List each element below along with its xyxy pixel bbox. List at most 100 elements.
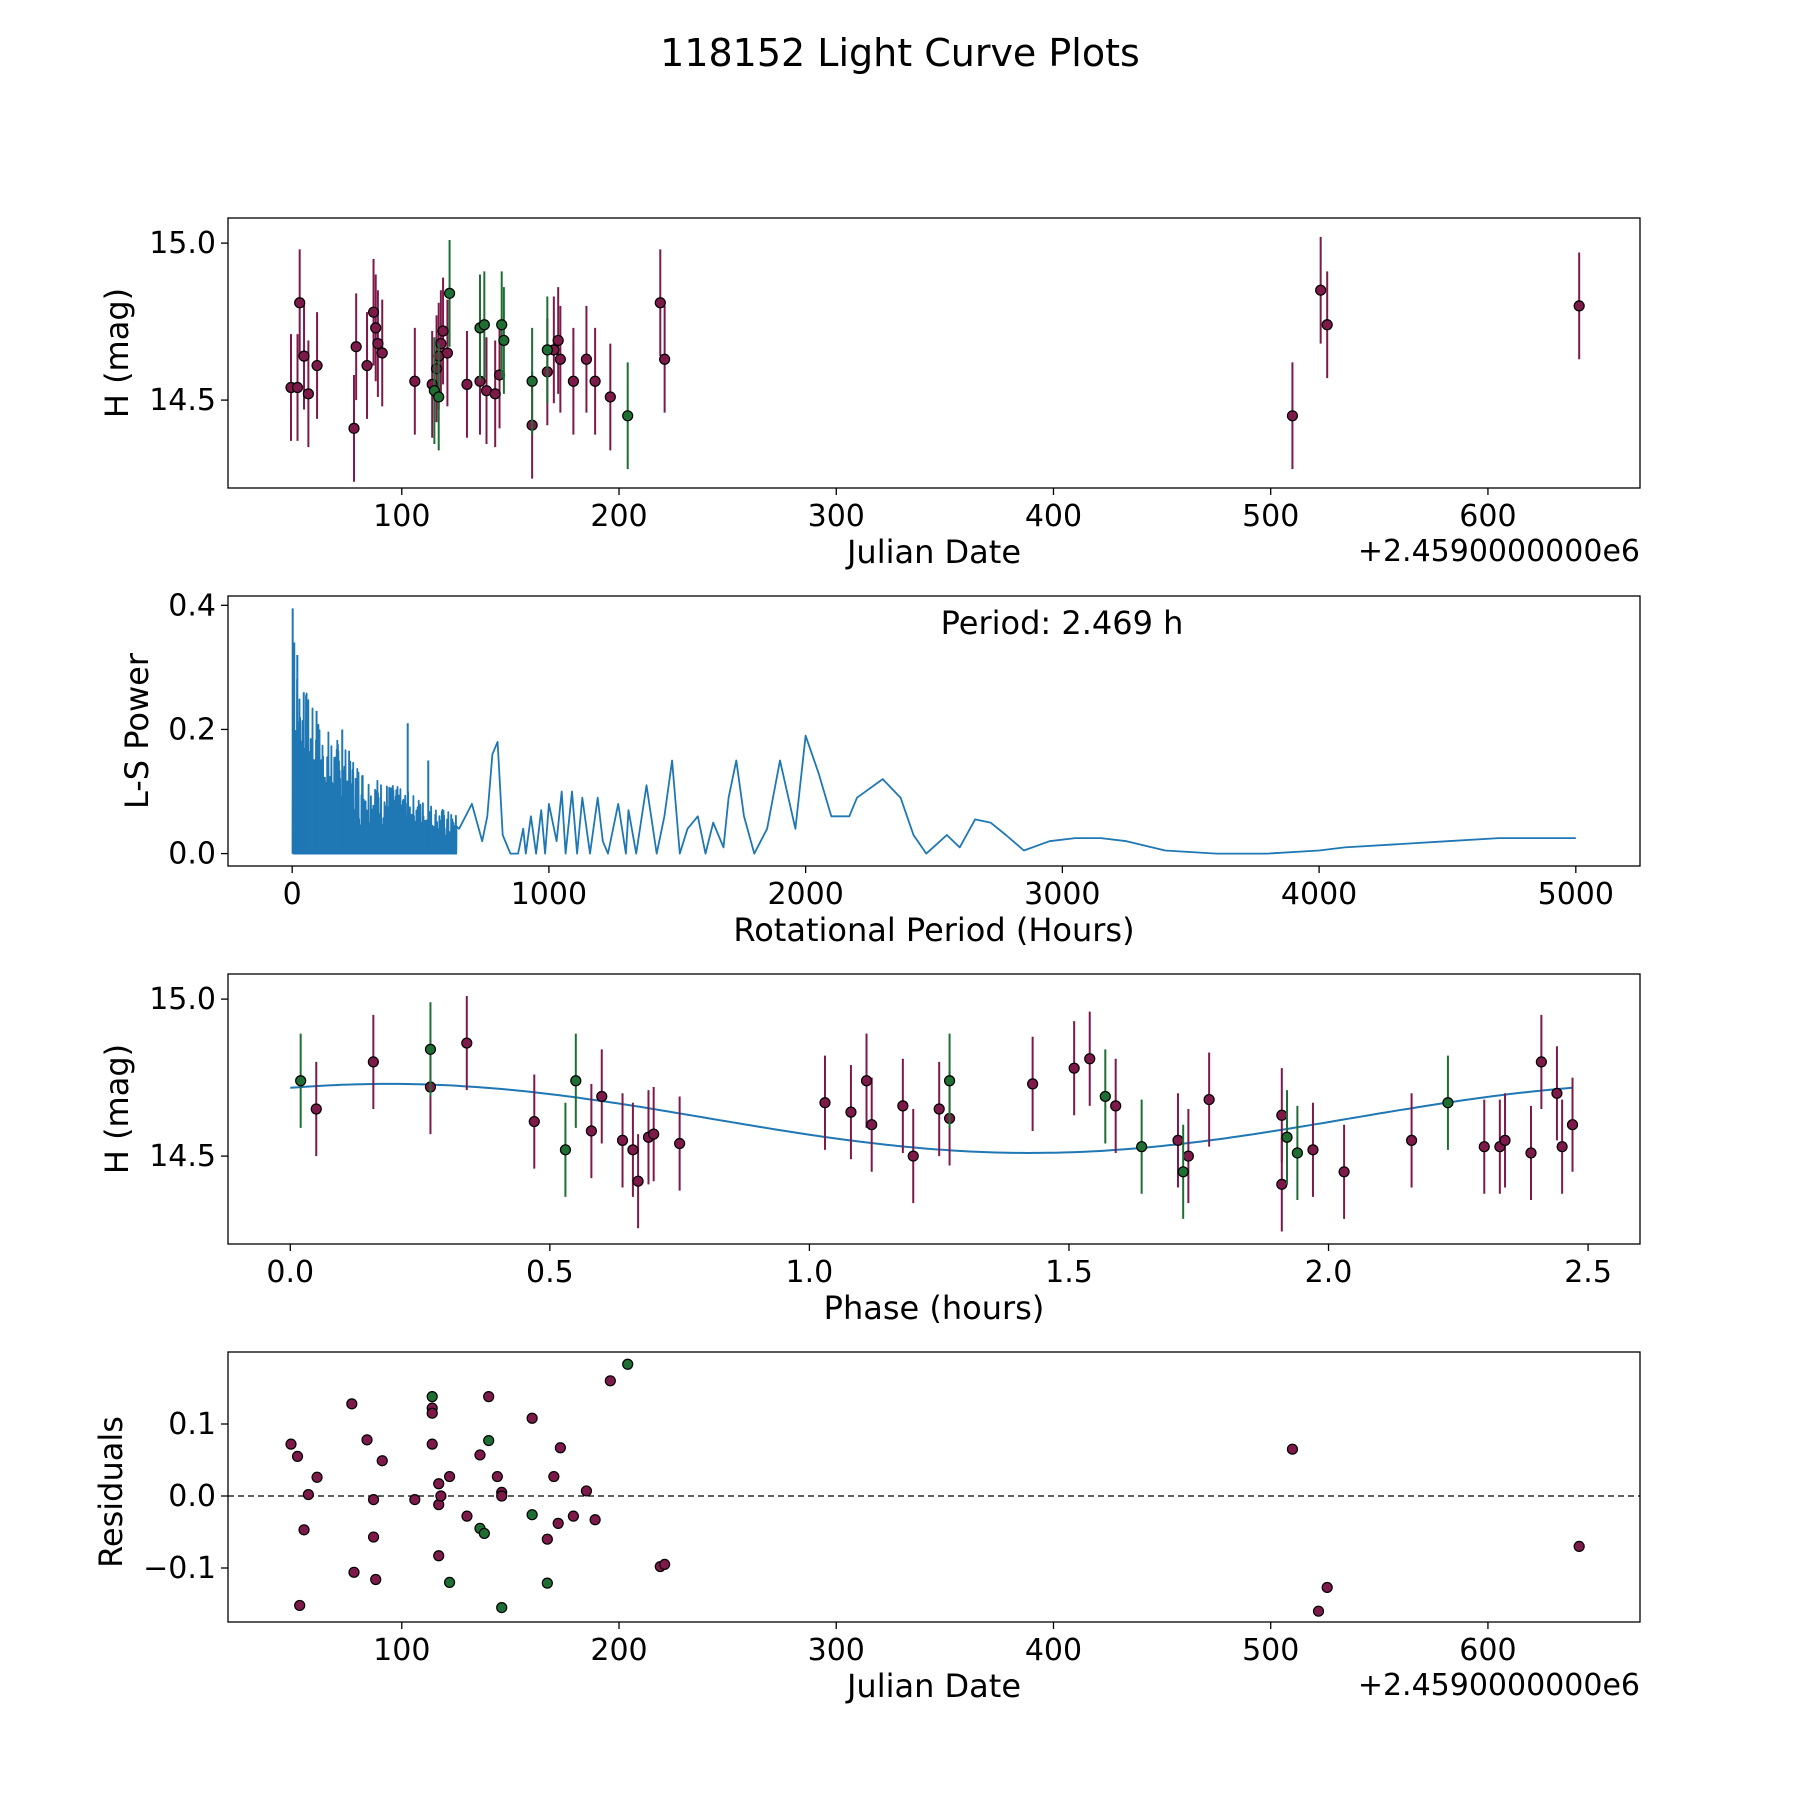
data-point <box>554 1442 566 1454</box>
data-point <box>1286 410 1299 422</box>
lightcurve-frame <box>227 217 1641 489</box>
lightcurve-offset-label: +2.4590000000e6 <box>1358 534 1640 569</box>
data-point <box>443 287 456 299</box>
data-point <box>616 1134 629 1146</box>
data-point <box>659 353 671 365</box>
x-tick-label: 5000 <box>1538 877 1614 912</box>
data-point <box>580 1485 593 1497</box>
data-point <box>435 337 447 350</box>
data-point <box>443 1576 456 1589</box>
data-point <box>933 1103 945 1115</box>
y-tick-label: 14.5 <box>149 383 216 418</box>
data-point <box>1110 1100 1122 1112</box>
data-point <box>461 378 473 390</box>
data-point <box>1291 1147 1303 1159</box>
data-point <box>1027 1078 1039 1090</box>
data-point <box>310 1103 322 1115</box>
data-point <box>567 1510 579 1522</box>
data-point <box>622 410 634 422</box>
period-annotation: Period: 2.469 h <box>941 604 1184 642</box>
data-point <box>526 1509 538 1521</box>
data-point <box>496 1490 508 1502</box>
fit-curve <box>290 1082 1573 1155</box>
data-point <box>866 1119 878 1131</box>
y-tick-label: 0.0 <box>168 1479 216 1514</box>
data-point <box>496 1601 508 1614</box>
data-point <box>528 1115 540 1128</box>
data-point <box>1312 1605 1325 1617</box>
data-point <box>622 1358 634 1370</box>
data-point <box>1525 1147 1537 1159</box>
data-point <box>541 1533 553 1545</box>
data-point <box>1499 1134 1511 1146</box>
data-point <box>433 1550 445 1562</box>
x-tick-label: 1.5 <box>1045 1255 1093 1290</box>
data-point <box>295 1075 307 1087</box>
lightcurve-xlabel: Julian Date <box>845 533 1021 571</box>
data-point <box>1276 1178 1288 1190</box>
y-tick-label: 0.4 <box>168 588 216 623</box>
periodogram-ylabel: L-S Power <box>118 652 156 809</box>
data-point <box>350 341 362 353</box>
data-point <box>674 1137 686 1150</box>
data-point <box>845 1106 857 1118</box>
data-point <box>819 1097 831 1109</box>
data-point <box>654 297 666 309</box>
phased-panel: 0.0 0.5 1.0 1.5 2.0 2.5 14.5 15.0 Phase (hours)… <box>98 973 1641 1327</box>
data-point <box>1573 300 1585 312</box>
residuals-xlabel: Julian Date <box>845 1667 1021 1705</box>
data-point <box>589 1514 601 1526</box>
lightcurve-ticks: 100 200 300 400 500 600 14.5 15.0 <box>149 226 1516 534</box>
data-point <box>461 1510 473 1522</box>
data-point <box>361 1434 373 1446</box>
x-tick-label: 0.0 <box>266 1255 314 1290</box>
data-point <box>498 334 510 347</box>
x-tick-label: 600 <box>1459 499 1516 534</box>
data-point <box>348 1566 360 1578</box>
data-point <box>433 391 445 403</box>
data-point <box>285 1438 297 1450</box>
y-tick-label: 14.5 <box>149 1139 216 1174</box>
data-point <box>1286 1443 1299 1455</box>
data-point <box>627 1144 639 1156</box>
lightcurve-ylabel: H (mag) <box>98 288 136 418</box>
data-point <box>1281 1131 1293 1143</box>
x-tick-label: 300 <box>808 1633 865 1668</box>
phased-ticks: 0.0 0.5 1.0 1.5 2.0 2.5 14.5 15.0 <box>149 982 1612 1290</box>
data-point <box>426 1438 438 1450</box>
data-point <box>435 1490 447 1502</box>
data-point <box>311 1471 323 1483</box>
periodogram-panel: 0 1000 2000 3000 4000 5000 0.0 0.2 0.4 Period: 2… <box>118 588 1641 949</box>
y-tick-label: 15.0 <box>149 982 216 1017</box>
data-point <box>409 1493 421 1506</box>
data-point <box>302 1488 314 1501</box>
data-point <box>426 1407 438 1419</box>
data-point <box>1405 1134 1418 1146</box>
periodogram-xlabel: Rotational Period (Hours) <box>733 911 1134 949</box>
data-point <box>659 1558 671 1571</box>
x-tick-label: 2.0 <box>1305 1255 1353 1290</box>
residuals-ticks: 100 200 300 400 500 600 −0.1 0.0 0.1 <box>143 1407 1516 1668</box>
x-tick-label: 2000 <box>767 877 843 912</box>
lightcurve-panel: 100 200 300 400 500 600 14.5 15.0 Julian Date H… <box>98 217 1641 571</box>
data-point <box>1084 1053 1096 1065</box>
data-point <box>491 1470 503 1483</box>
power-line <box>291 678 1576 855</box>
data-point <box>478 319 490 331</box>
data-point <box>1172 1134 1184 1146</box>
residuals-ylabel: Residuals <box>92 1416 130 1568</box>
x-tick-label: 1.0 <box>786 1255 834 1290</box>
data-point <box>430 363 443 375</box>
data-point <box>541 1577 553 1589</box>
data-point <box>443 1470 456 1483</box>
data-point <box>1177 1166 1189 1178</box>
x-tick-label: 600 <box>1459 1633 1516 1668</box>
x-tick-label: 2.5 <box>1564 1255 1612 1290</box>
data-point <box>585 1125 597 1137</box>
residuals-panel: 100 200 300 400 500 600 −0.1 0.0 0.1 Julian Date… <box>92 1351 1641 1705</box>
data-point <box>648 1128 660 1140</box>
data-point <box>1182 1150 1194 1162</box>
x-tick-label: 400 <box>1025 499 1082 534</box>
data-point <box>552 1517 564 1529</box>
